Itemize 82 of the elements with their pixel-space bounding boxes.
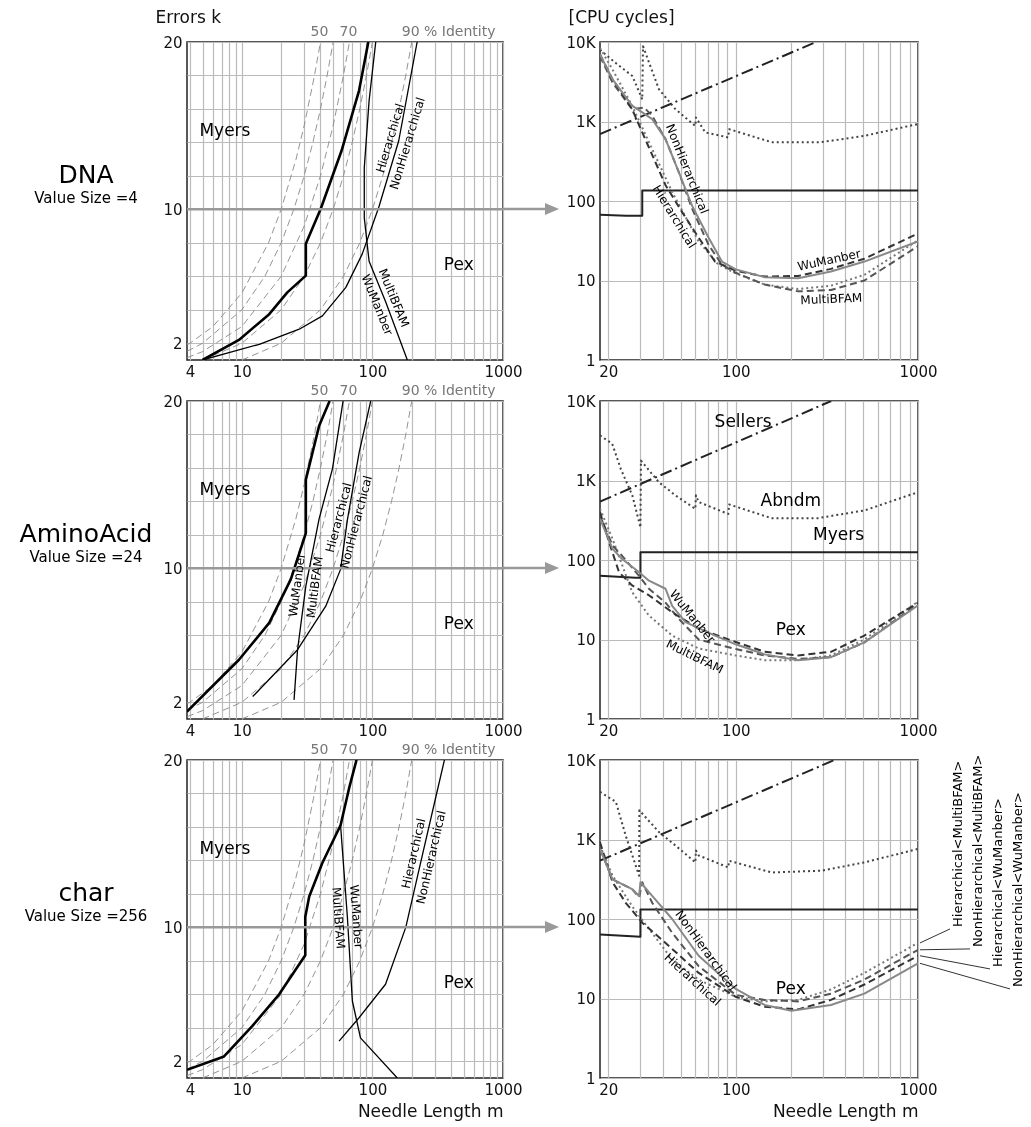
y-tick-label: 100 — [566, 910, 596, 929]
text: NonHierarchical<MultiBFAM> — [970, 754, 985, 947]
y-tick-label: 100 — [566, 551, 596, 570]
x-tick-label: 100 — [721, 1080, 751, 1099]
x-tick-label: 20 — [599, 362, 619, 381]
annotation: 70 — [339, 741, 358, 757]
x-axis-title: Needle Length m — [357, 1100, 504, 1121]
y-tick-label: 20 — [163, 33, 183, 52]
annotation: 90 % Identity — [401, 741, 496, 757]
x-tick-label: 4 — [185, 1080, 196, 1099]
text: AminoAcid — [18, 518, 154, 548]
x-axis-title: Needle Length m — [772, 1100, 919, 1121]
y-tick-label: 1 — [585, 710, 596, 729]
x-tick-label: 100 — [721, 362, 751, 381]
annotation: 90 % Identity — [401, 23, 496, 39]
x-tick-label: 10 — [232, 721, 252, 740]
text: Value Size =24 — [29, 547, 143, 566]
annotation: Myers — [199, 838, 251, 859]
text: Value Size =256 — [24, 906, 148, 925]
x-tick-label: 20 — [599, 1080, 619, 1099]
x-tick-label: 100 — [721, 721, 751, 740]
x-tick-label: 4 — [185, 362, 196, 381]
x-tick-label: 10 — [232, 1080, 252, 1099]
text: Hierarchical<WuManber> — [990, 798, 1005, 967]
text: Hierarchical<MultiBFAM> — [950, 760, 965, 927]
annotation: Myers — [199, 120, 251, 141]
y-axis-title: Errors k — [155, 6, 222, 27]
annotation: Pex — [775, 618, 806, 639]
annotation: 50 — [310, 382, 329, 398]
y-tick-label: 10K — [566, 751, 597, 770]
text: Value Size =4 — [34, 188, 138, 207]
y-tick-label: 10 — [163, 200, 183, 219]
text: char — [57, 877, 115, 907]
text: NonHierarchical<WuManber> — [1010, 792, 1025, 987]
y-tick-label: 2 — [172, 1052, 183, 1071]
y-tick-label: 20 — [163, 751, 183, 770]
y-tick-label: 10K — [566, 33, 597, 52]
annotation: Pex — [775, 977, 806, 998]
annotation: 50 — [310, 23, 329, 39]
series-label: Myers — [812, 524, 865, 545]
annotation: Myers — [199, 479, 251, 500]
y-tick-label: 10 — [163, 918, 183, 937]
series-label: Abndm — [760, 490, 822, 511]
x-tick-label: 1000 — [899, 721, 938, 740]
x-tick-label: 1000 — [484, 362, 523, 381]
x-tick-label: 20 — [599, 721, 619, 740]
text: DNA — [57, 159, 115, 189]
y-tick-label: 1K — [576, 113, 597, 131]
x-tick-label: 1000 — [484, 1080, 523, 1099]
y-tick-label: 1K — [576, 831, 597, 849]
y-tick-label: 1 — [585, 351, 596, 370]
annotation: 70 — [339, 382, 358, 398]
annotation: Pex — [443, 612, 474, 633]
annotation: Pex — [443, 971, 474, 992]
y-tick-label: 2 — [172, 693, 183, 712]
y-tick-label: 1 — [585, 1069, 596, 1088]
annotation: 90 % Identity — [401, 382, 496, 398]
y-tick-label: 10K — [566, 392, 597, 411]
x-tick-label: 100 — [358, 362, 388, 381]
x-tick-label: 4 — [185, 721, 196, 740]
annotation: MultiBFAM — [800, 290, 863, 308]
y-tick-label: 100 — [566, 192, 596, 211]
x-tick-label: 10 — [232, 362, 252, 381]
annotation: 70 — [339, 23, 358, 39]
x-tick-label: 1000 — [899, 362, 938, 381]
annotation: WuManber — [347, 884, 366, 950]
annotation: 50 — [310, 741, 329, 757]
y-tick-label: 10 — [163, 559, 183, 578]
y-tick-label: 10 — [576, 631, 596, 649]
y-axis-title: [CPU cycles] — [568, 6, 675, 27]
y-tick-label: 1K — [576, 472, 597, 490]
x-tick-label: 1000 — [899, 1080, 938, 1099]
y-tick-label: 10 — [576, 272, 596, 290]
series-label: Sellers — [714, 411, 772, 432]
y-tick-label: 10 — [576, 990, 596, 1008]
annotation: MultiBFAM — [329, 886, 348, 950]
x-tick-label: 100 — [358, 1080, 388, 1099]
y-tick-label: 2 — [172, 334, 183, 353]
x-tick-label: 1000 — [484, 721, 523, 740]
annotation: Pex — [443, 253, 474, 274]
y-tick-label: 20 — [163, 392, 183, 411]
x-tick-label: 100 — [358, 721, 388, 740]
